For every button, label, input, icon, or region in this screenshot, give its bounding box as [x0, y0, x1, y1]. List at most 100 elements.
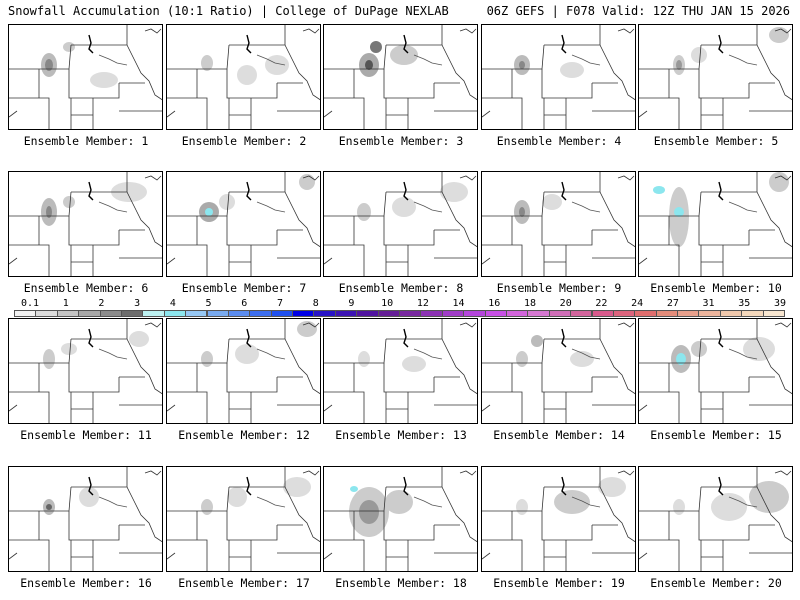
legend-swatch: [527, 310, 550, 317]
ensemble-member-map: [481, 318, 636, 424]
ensemble-member-label: Ensemble Member: 3: [338, 134, 464, 148]
ensemble-member-map: [638, 24, 793, 130]
legend-swatch: [634, 310, 657, 317]
legend-swatch: [270, 310, 294, 317]
map-title: Snowfall Accumulation (10:1 Ratio) | Col…: [8, 4, 449, 18]
ensemble-member-label: Ensemble Member: 16: [20, 576, 152, 590]
legend-swatch: [120, 310, 144, 317]
legend-tick-label: 24: [631, 298, 644, 309]
ensemble-member-map: [481, 24, 636, 130]
legend-swatch: [484, 310, 507, 317]
ensemble-member-label: Ensemble Member: 19: [493, 576, 625, 590]
ensemble-member-map: [166, 318, 321, 424]
ensemble-member-label: Ensemble Member: 7: [181, 281, 307, 295]
ensemble-member-map: [638, 318, 793, 424]
ensemble-member-label: Ensemble Member: 5: [653, 134, 779, 148]
ensemble-member-map: [323, 466, 478, 572]
legend-swatch: [292, 310, 315, 317]
ensemble-member-label: Ensemble Member: 20: [650, 576, 782, 590]
legend-swatch: [78, 310, 101, 317]
legend-tick-label: 3: [134, 298, 141, 309]
legend-swatch: [313, 310, 336, 317]
legend-swatch: [35, 310, 58, 317]
legend-tick-label: 35: [738, 298, 751, 309]
legend-swatch: [227, 310, 251, 317]
ensemble-member-map: [166, 171, 321, 277]
legend-tick-label: 10: [381, 298, 394, 309]
legend-tick-label: 31: [702, 298, 715, 309]
ensemble-member-label: Ensemble Member: 17: [178, 576, 310, 590]
legend-swatch: [420, 310, 443, 317]
ensemble-member-label: Ensemble Member: 12: [178, 428, 310, 442]
ensemble-member-label: Ensemble Member: 11: [20, 428, 152, 442]
legend-swatch: [163, 310, 187, 317]
legend-swatch: [719, 310, 743, 317]
legend-swatch: [677, 310, 700, 317]
legend-tick-label: 2: [98, 298, 105, 309]
legend-swatch: [14, 310, 37, 317]
legend-swatch: [698, 310, 721, 317]
ensemble-member-map: [8, 318, 163, 424]
ensemble-member-label: Ensemble Member: 18: [335, 576, 467, 590]
legend-tick-label: 14: [452, 298, 465, 309]
legend-swatch: [570, 310, 593, 317]
legend-tick-label: 6: [241, 298, 248, 309]
ensemble-member-map: [638, 466, 793, 572]
legend-tick-label: 9: [348, 298, 355, 309]
legend-tick-label: 22: [595, 298, 608, 309]
legend-swatch: [463, 310, 486, 317]
legend-swatch: [249, 310, 272, 317]
ensemble-member-map: [638, 171, 793, 277]
ensemble-member-map: [8, 24, 163, 130]
legend-swatch: [142, 310, 165, 317]
ensemble-member-label: Ensemble Member: 13: [335, 428, 467, 442]
legend-tick-label: 20: [559, 298, 572, 309]
legend-swatch: [399, 310, 422, 317]
legend-swatch: [377, 310, 400, 317]
legend-swatch: [334, 310, 358, 317]
ensemble-member-map: [323, 318, 478, 424]
legend-tick-label: 7: [276, 298, 284, 309]
ensemble-member-map: [166, 466, 321, 572]
legend-tick-label: 4: [169, 298, 176, 309]
legend-tick-label: 16: [488, 298, 501, 309]
ensemble-member-label: Ensemble Member: 15: [650, 428, 782, 442]
ensemble-member-label: Ensemble Member: 1: [23, 134, 149, 148]
legend-swatch: [655, 310, 679, 317]
legend-tick-label: 0.1: [20, 298, 40, 309]
legend-tick-label: 12: [416, 298, 429, 309]
ensemble-member-map: [8, 466, 163, 572]
legend-tick-label: 5: [205, 298, 212, 309]
legend-tick-label: 1: [62, 298, 69, 309]
legend-swatch: [591, 310, 614, 317]
ensemble-member-label: Ensemble Member: 9: [496, 281, 622, 295]
legend-swatch: [356, 310, 379, 317]
ensemble-member-map: [481, 466, 636, 572]
ensemble-member-label: Ensemble Member: 8: [338, 281, 464, 295]
ensemble-member-map: [323, 24, 478, 130]
legend-swatch: [741, 310, 764, 317]
ensemble-member-map: [323, 171, 478, 277]
ensemble-member-label: Ensemble Member: 2: [181, 134, 307, 148]
ensemble-member-map: [481, 171, 636, 277]
legend-swatch: [185, 310, 208, 317]
ensemble-member-map: [8, 171, 163, 277]
legend-swatch: [612, 310, 636, 317]
ensemble-member-map: [166, 24, 321, 130]
ensemble-member-label: Ensemble Member: 6: [23, 281, 149, 295]
legend-tick-label: 18: [523, 298, 537, 309]
ensemble-member-label: Ensemble Member: 14: [493, 428, 625, 442]
legend-swatch: [762, 310, 785, 317]
legend-swatch: [548, 310, 572, 317]
legend-tick-label: 27: [666, 298, 679, 309]
ensemble-member-label: Ensemble Member: 4: [496, 134, 622, 148]
legend-tick-label: 8: [312, 298, 319, 309]
legend-swatch: [206, 310, 229, 317]
legend-swatch: [505, 310, 529, 317]
legend-swatch: [441, 310, 465, 317]
legend-swatch: [56, 310, 80, 317]
run-valid-time: 06Z GEFS | F078 Valid: 12Z THU JAN 15 20…: [486, 4, 790, 18]
legend-swatch: [99, 310, 122, 317]
legend-tick-label: 39: [773, 298, 787, 309]
ensemble-member-label: Ensemble Member: 10: [650, 281, 782, 295]
